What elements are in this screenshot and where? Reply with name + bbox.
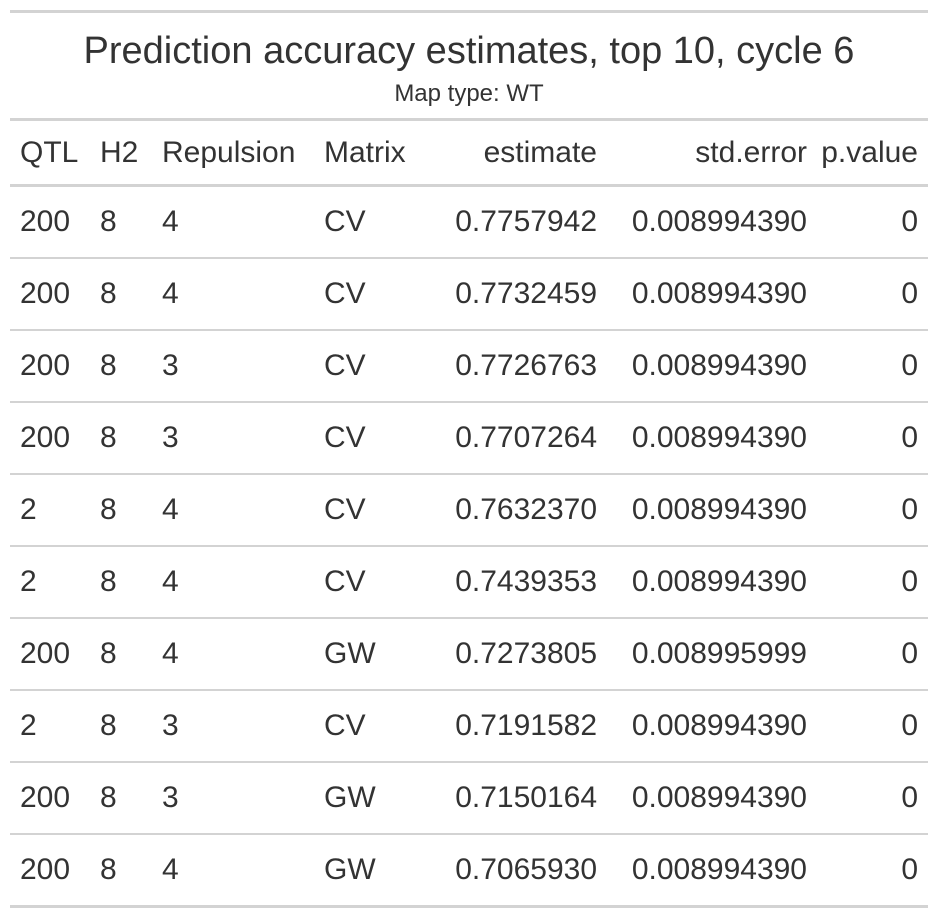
qtl-cell: 200	[10, 762, 90, 835]
results-table: QTL H2 Repulsion Matrix estimate std.err…	[10, 121, 928, 908]
p-value-cell: 0	[807, 618, 928, 691]
matrix-cell: CV	[314, 474, 424, 547]
p-value-cell: 0	[807, 258, 928, 331]
table-row: 200 8 3 CV 0.7726763 0.008994390 0	[10, 330, 928, 403]
repulsion-cell: 4	[152, 546, 314, 619]
p-value-cell: 0	[807, 185, 928, 259]
table-body: 200 8 4 CV 0.7757942 0.008994390 0 200 8 4 CV 0.773…	[10, 185, 928, 908]
repulsion-cell: 4	[152, 258, 314, 331]
qtl-cell: 200	[10, 330, 90, 403]
matrix-cell: GW	[314, 762, 424, 835]
std-error-cell: 0.008995999	[597, 618, 807, 691]
estimate-cell: 0.7065930	[424, 834, 597, 908]
estimate-cell: 0.7757942	[424, 185, 597, 259]
qtl-cell: 200	[10, 185, 90, 259]
column-header-std-error: std.error	[597, 121, 807, 187]
qtl-cell: 200	[10, 402, 90, 475]
table-row: 200 8 3 CV 0.7707264 0.008994390 0	[10, 402, 928, 475]
h2-cell: 8	[90, 834, 152, 908]
estimate-cell: 0.7732459	[424, 258, 597, 331]
std-error-cell: 0.008994390	[597, 690, 807, 763]
results-table-container: Prediction accuracy estimates, top 10, c…	[10, 10, 928, 908]
estimate-cell: 0.7273805	[424, 618, 597, 691]
table-row: 200 8 3 GW 0.7150164 0.008994390 0	[10, 762, 928, 835]
table-row: 2 8 4 CV 0.7632370 0.008994390 0	[10, 474, 928, 547]
table-row: 2 8 4 CV 0.7439353 0.008994390 0	[10, 546, 928, 619]
p-value-cell: 0	[807, 546, 928, 619]
table-header-row: QTL H2 Repulsion Matrix estimate std.err…	[10, 121, 928, 187]
matrix-cell: CV	[314, 185, 424, 259]
h2-cell: 8	[90, 330, 152, 403]
column-header-repulsion: Repulsion	[152, 121, 314, 187]
column-header-estimate: estimate	[424, 121, 597, 187]
estimate-cell: 0.7632370	[424, 474, 597, 547]
std-error-cell: 0.008994390	[597, 474, 807, 547]
repulsion-cell: 3	[152, 330, 314, 403]
std-error-cell: 0.008994390	[597, 762, 807, 835]
repulsion-cell: 4	[152, 834, 314, 908]
title-divider-rule	[10, 118, 928, 121]
h2-cell: 8	[90, 402, 152, 475]
column-header-matrix: Matrix	[314, 121, 424, 187]
std-error-cell: 0.008994390	[597, 834, 807, 908]
repulsion-cell: 3	[152, 402, 314, 475]
qtl-cell: 200	[10, 258, 90, 331]
repulsion-cell: 3	[152, 690, 314, 763]
h2-cell: 8	[90, 618, 152, 691]
table-row: 200 8 4 CV 0.7757942 0.008994390 0	[10, 185, 928, 259]
table-title: Prediction accuracy estimates, top 10, c…	[83, 30, 855, 72]
h2-cell: 8	[90, 185, 152, 259]
qtl-cell: 200	[10, 834, 90, 908]
qtl-cell: 2	[10, 546, 90, 619]
p-value-cell: 0	[807, 474, 928, 547]
matrix-cell: CV	[314, 402, 424, 475]
std-error-cell: 0.008994390	[597, 402, 807, 475]
std-error-cell: 0.008994390	[597, 330, 807, 403]
estimate-cell: 0.7726763	[424, 330, 597, 403]
table-row: 200 8 4 CV 0.7732459 0.008994390 0	[10, 258, 928, 331]
estimate-cell: 0.7191582	[424, 690, 597, 763]
repulsion-cell: 4	[152, 618, 314, 691]
p-value-cell: 0	[807, 402, 928, 475]
std-error-cell: 0.008994390	[597, 258, 807, 331]
estimate-cell: 0.7150164	[424, 762, 597, 835]
h2-cell: 8	[90, 762, 152, 835]
matrix-cell: GW	[314, 618, 424, 691]
matrix-cell: CV	[314, 330, 424, 403]
matrix-cell: CV	[314, 546, 424, 619]
estimate-cell: 0.7707264	[424, 402, 597, 475]
qtl-cell: 2	[10, 690, 90, 763]
matrix-cell: CV	[314, 258, 424, 331]
repulsion-cell: 3	[152, 762, 314, 835]
column-header-p-value: p.value	[807, 121, 928, 187]
qtl-cell: 2	[10, 474, 90, 547]
column-header-qtl: QTL	[10, 121, 90, 187]
repulsion-cell: 4	[152, 474, 314, 547]
p-value-cell: 0	[807, 762, 928, 835]
table-row: 2 8 3 CV 0.7191582 0.008994390 0	[10, 690, 928, 763]
h2-cell: 8	[90, 474, 152, 547]
h2-cell: 8	[90, 258, 152, 331]
h2-cell: 8	[90, 546, 152, 619]
column-header-h2: H2	[90, 121, 152, 187]
h2-cell: 8	[90, 690, 152, 763]
matrix-cell: GW	[314, 834, 424, 908]
table-row: 200 8 4 GW 0.7065930 0.008994390 0	[10, 834, 928, 908]
repulsion-cell: 4	[152, 185, 314, 259]
table-row: 200 8 4 GW 0.7273805 0.008995999 0	[10, 618, 928, 691]
estimate-cell: 0.7439353	[424, 546, 597, 619]
p-value-cell: 0	[807, 834, 928, 908]
std-error-cell: 0.008994390	[597, 185, 807, 259]
p-value-cell: 0	[807, 330, 928, 403]
matrix-cell: CV	[314, 690, 424, 763]
table-subtitle: Map type: WT	[394, 80, 544, 107]
p-value-cell: 0	[807, 690, 928, 763]
std-error-cell: 0.008994390	[597, 546, 807, 619]
table-top-rule	[10, 10, 928, 13]
qtl-cell: 200	[10, 618, 90, 691]
